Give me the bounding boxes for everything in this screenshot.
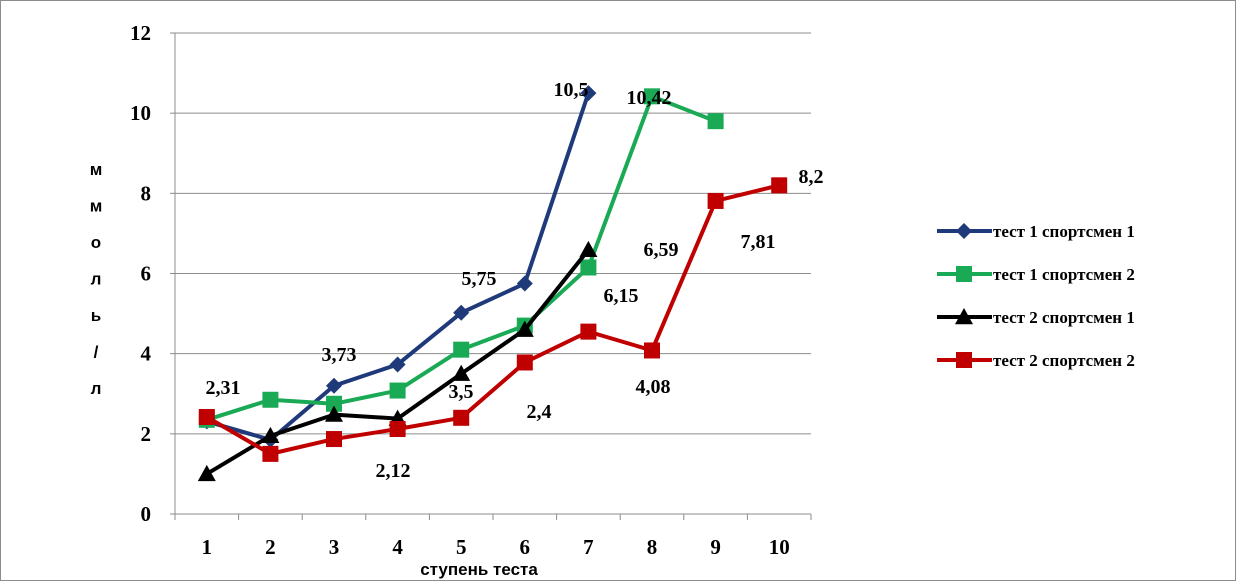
data-point <box>580 259 597 276</box>
data-point <box>198 408 215 425</box>
y-title-char: л <box>91 270 102 289</box>
data-point <box>516 275 533 292</box>
data-point <box>707 113 724 130</box>
data-point <box>771 177 788 194</box>
x-tick-label: 1 <box>202 535 213 559</box>
data-label: 2,12 <box>376 460 411 482</box>
data-point <box>389 421 406 438</box>
x-tick-label: 4 <box>392 535 403 559</box>
x-tick-label: 7 <box>583 535 594 559</box>
x-tick-label: 9 <box>710 535 721 559</box>
legend: тест 1 спортсмен 1 тест 1 спортсмен 2 тест… <box>937 222 1135 370</box>
data-point <box>326 395 342 412</box>
legend-label: тест 2 спортсмен 2 <box>993 351 1135 370</box>
data-label: 3,73 <box>322 344 357 366</box>
data-label: 10,42 <box>627 87 672 109</box>
data-label: 2,31 <box>206 377 241 399</box>
data-point <box>262 391 279 408</box>
y-tick-label: 6 <box>141 262 152 286</box>
y-title-char: / <box>94 343 99 362</box>
series-layer <box>197 85 788 482</box>
legend-item: тест 1 спортсмен 1 <box>937 222 1135 241</box>
y-title-char: ь <box>91 306 101 325</box>
data-point <box>579 240 598 258</box>
data-point <box>453 341 470 358</box>
data-point <box>389 382 406 399</box>
y-tick-label: 4 <box>141 342 152 366</box>
legend-marker <box>956 266 972 282</box>
y-tick-label: 2 <box>141 422 152 446</box>
data-label: 5,75 <box>462 268 497 290</box>
data-label: 8,2 <box>799 166 824 188</box>
legend-marker <box>955 308 973 325</box>
data-point <box>644 342 660 359</box>
data-point <box>580 85 597 102</box>
y-title-char: м <box>90 197 103 216</box>
data-point <box>707 192 724 209</box>
y-tick-label: 10 <box>130 101 151 125</box>
y-title-char: л <box>91 379 102 398</box>
legend-label: тест 1 спортсмен 1 <box>993 222 1135 241</box>
legend-item: тест 2 спортсмен 1 <box>937 308 1135 327</box>
legend-marker <box>956 352 972 368</box>
data-point <box>453 304 470 321</box>
x-tick-label: 5 <box>456 535 467 559</box>
data-label: 4,08 <box>636 376 671 398</box>
x-tick-label: 3 <box>329 535 340 559</box>
series-4 <box>198 177 788 462</box>
data-point <box>326 431 342 448</box>
data-point <box>516 354 533 371</box>
y-title-char: о <box>91 233 101 252</box>
data-point <box>262 445 279 462</box>
legend-label: тест 1 спортсмен 2 <box>993 265 1135 284</box>
data-label-layer: 2,31 3,73 5,75 10,5 10,42 6,59 6,15 3,5 2,4 2,12 4… <box>206 79 824 482</box>
data-label: 10,5 <box>554 79 589 101</box>
y-tick-label: 8 <box>141 181 152 205</box>
data-point <box>515 320 534 337</box>
x-tick-label: 10 <box>769 535 790 559</box>
data-label: 7,81 <box>741 231 776 253</box>
y-tick-label: 12 <box>130 21 151 45</box>
data-label: 6,59 <box>644 239 679 261</box>
legend-label: тест 2 спортсмен 1 <box>993 308 1135 327</box>
legend-item: тест 1 спортсмен 2 <box>937 265 1135 284</box>
data-point <box>452 364 471 381</box>
data-label: 6,15 <box>604 285 639 307</box>
data-label: 2,4 <box>527 401 552 423</box>
y-tick-label: 0 <box>141 502 152 526</box>
x-tick-label: 2 <box>265 535 276 559</box>
grid-layer <box>175 32 811 435</box>
y-title-char: м <box>90 160 103 179</box>
data-point <box>453 409 470 426</box>
data-point <box>325 405 343 422</box>
legend-item: тест 2 спортсмен 2 <box>937 351 1135 370</box>
data-point <box>644 88 660 105</box>
data-point <box>197 464 216 482</box>
x-axis-title: ступень теста <box>420 560 538 579</box>
legend-marker <box>956 223 972 239</box>
data-point <box>261 426 280 444</box>
data-point <box>389 356 406 373</box>
x-tick-label: 6 <box>520 535 531 559</box>
data-point <box>326 377 342 394</box>
series-line <box>205 183 780 456</box>
data-label: 3,5 <box>449 381 474 403</box>
data-point <box>580 323 597 340</box>
x-tick-label: 8 <box>647 535 658 559</box>
